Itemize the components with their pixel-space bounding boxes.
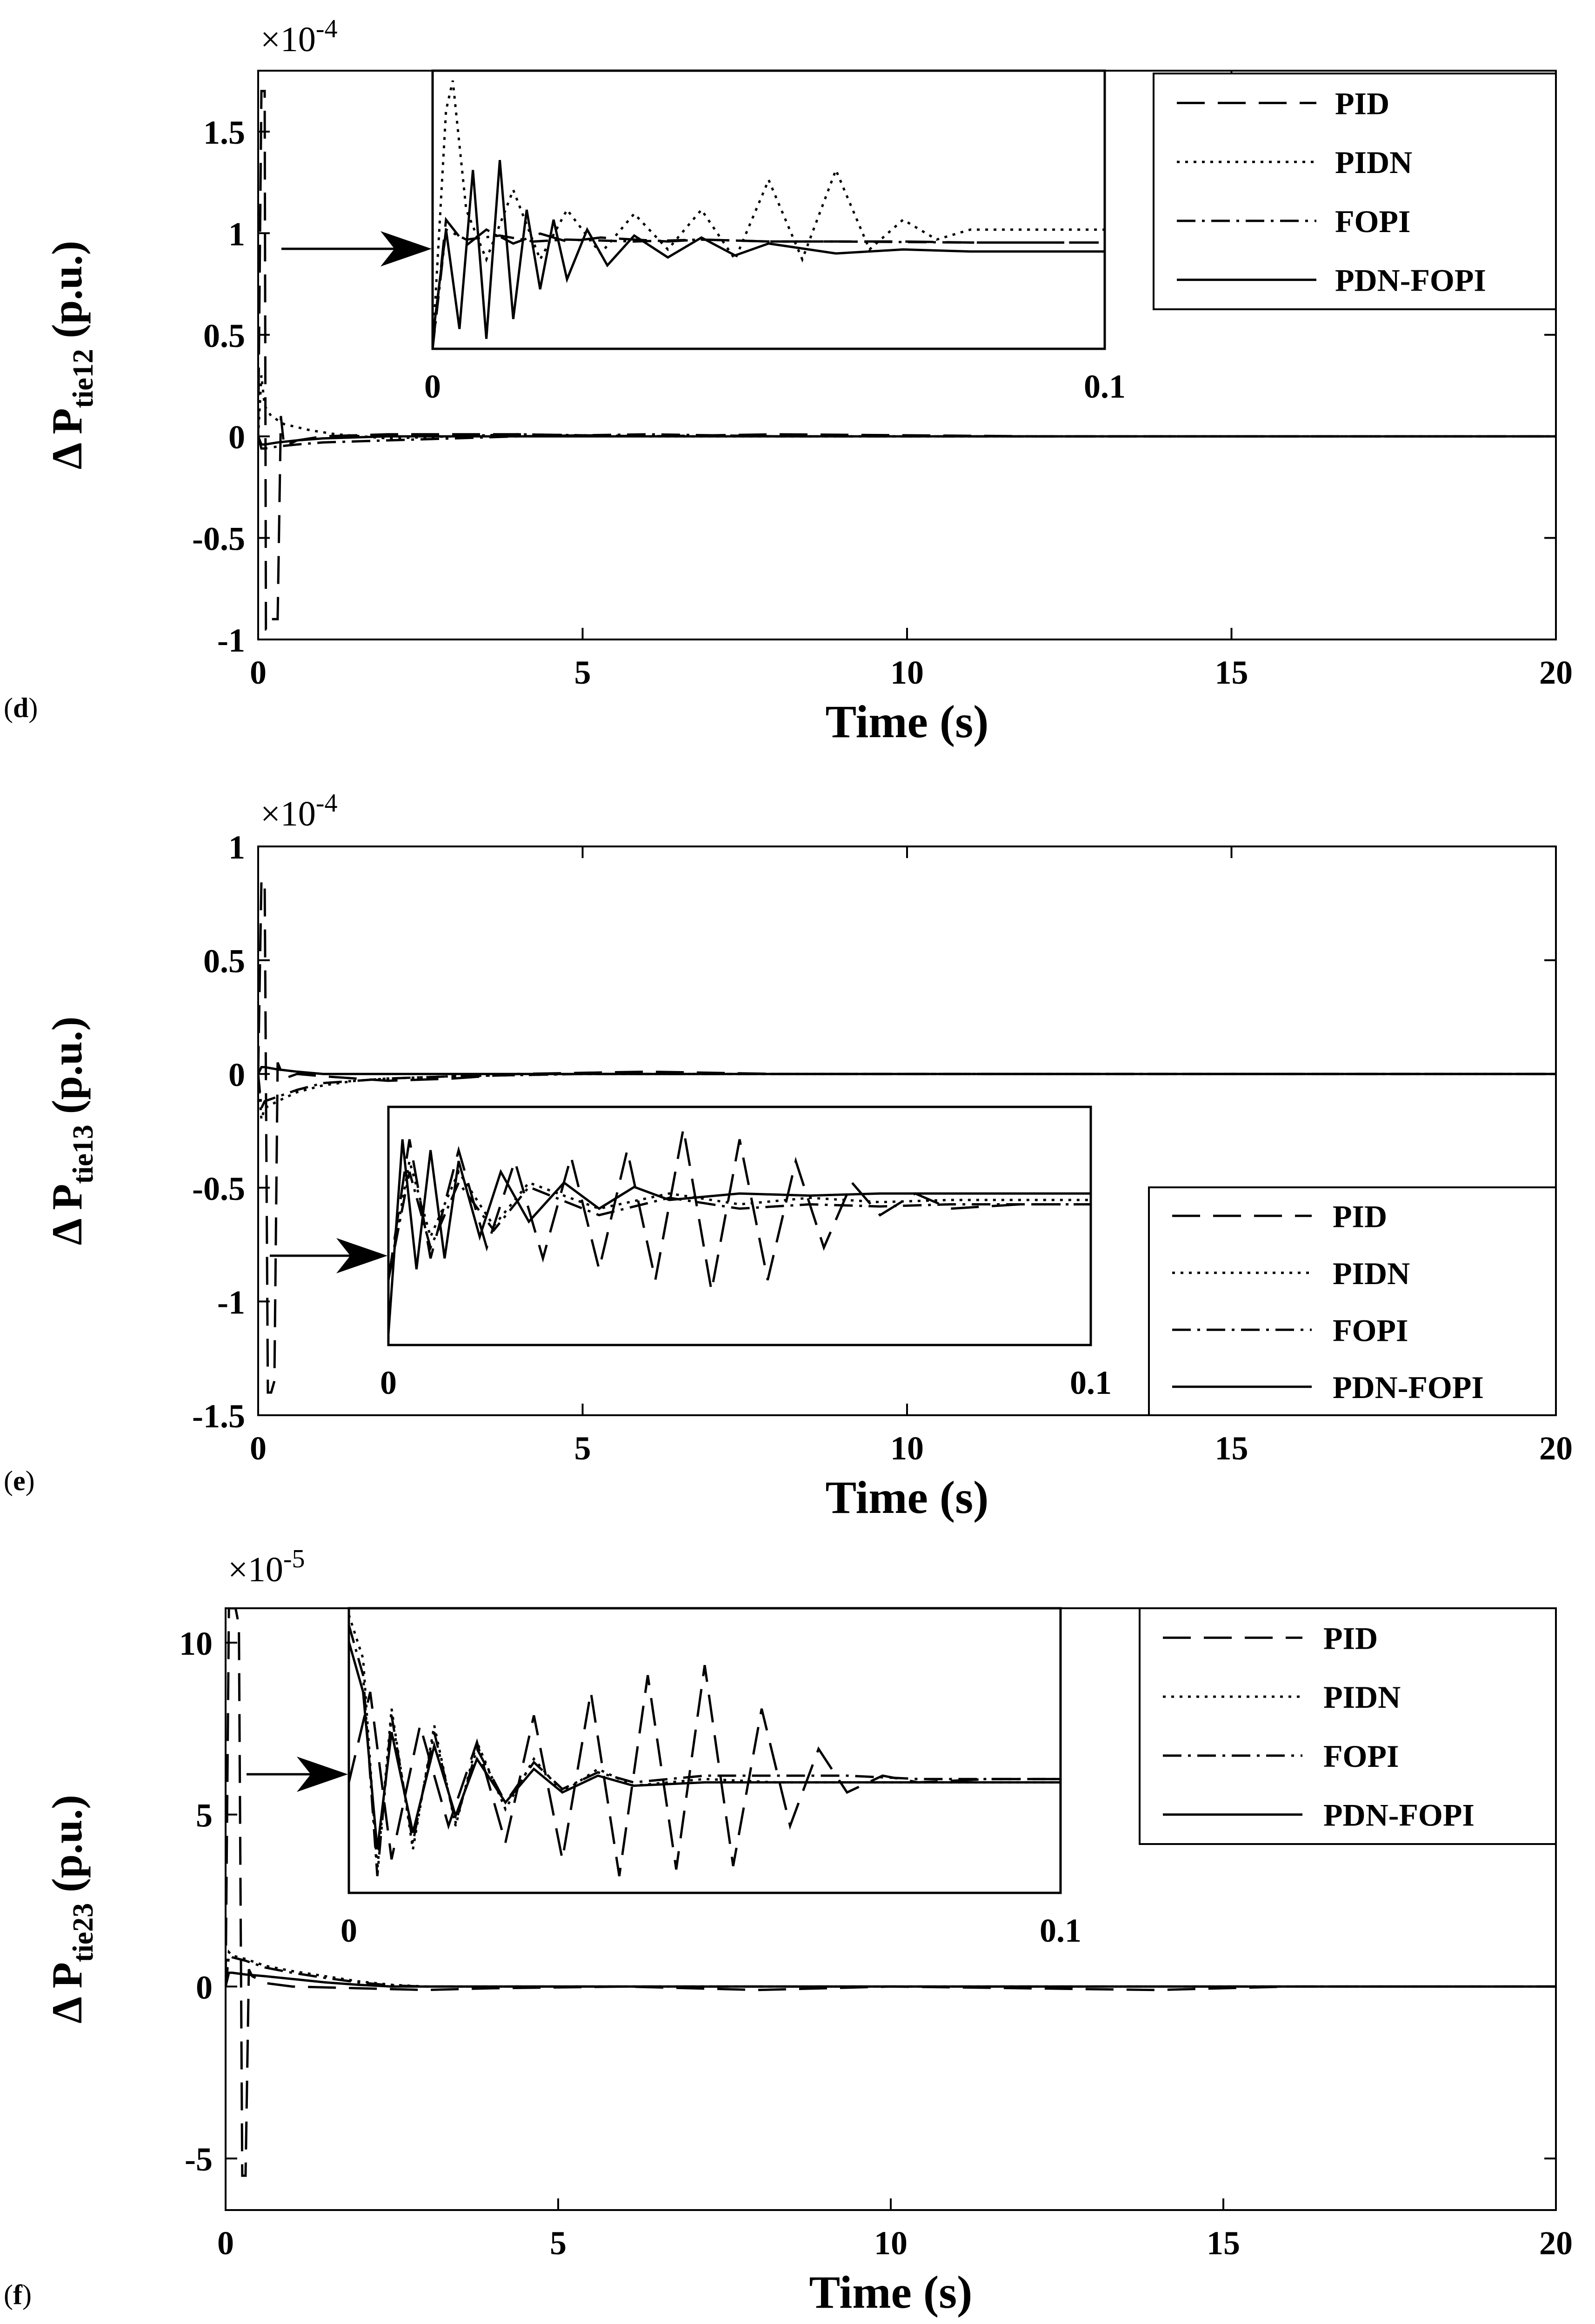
y-tick-label: 1 <box>228 215 245 253</box>
x-tick-label: 20 <box>1539 654 1573 691</box>
y-tick-label: -5 <box>185 2141 213 2178</box>
x-tick-label: 10 <box>890 654 924 691</box>
panel-tag-e: (e) <box>4 1465 35 1496</box>
panel-tag-d: (d) <box>4 693 38 723</box>
legend-label: PID <box>1335 86 1389 121</box>
inset-box <box>431 69 1106 350</box>
axis-multiplier-exponent: -5 <box>283 1545 305 1573</box>
legend-label: PIDN <box>1333 1256 1410 1291</box>
inset-series-fopi <box>388 1171 1091 1280</box>
y-tick-label: -0.5 <box>192 1170 245 1207</box>
y-axis-label-subscript: tie13 <box>67 1125 99 1184</box>
inset-series-pdn-fopi <box>349 1641 1061 1850</box>
inset-box <box>347 1607 1062 1894</box>
y-tick-label: 0 <box>228 419 245 456</box>
inset-series-pid <box>388 1128 1091 1292</box>
x-tick-label: 5 <box>574 1430 591 1467</box>
y-axis-label-subscript: tie12 <box>67 349 99 408</box>
axis-multiplier: ×10-4 <box>260 789 338 833</box>
chart-e: 0 5 10 15 20 1 0.5 0 -0.5 -1 -1.5 ×10-4 Time (s) Δ Pt… <box>43 789 1573 1523</box>
legend-label: FOPI <box>1333 1312 1408 1348</box>
inset-x-tick-label: 0.1 <box>1084 368 1126 405</box>
inset-series-pdn-fopi <box>388 1139 1091 1334</box>
inset-x-tick-label: 0.1 <box>1070 1364 1112 1401</box>
x-tick-label: 5 <box>574 654 591 691</box>
x-axis-label: Time (s) <box>826 1472 989 1523</box>
legend-label: PID <box>1323 1620 1378 1656</box>
x-tick-label: 5 <box>550 2224 567 2262</box>
y-tick-label: -1.5 <box>192 1398 245 1435</box>
panel-tag-f: (f) <box>4 2279 32 2310</box>
x-tick-label: 0 <box>250 654 267 691</box>
y-tick-label: 0 <box>228 1056 245 1093</box>
x-tick-label: 10 <box>874 2224 908 2262</box>
axis-multiplier: ×10-5 <box>228 1545 305 1589</box>
x-tick-label: 20 <box>1539 2224 1573 2262</box>
y-axis-label-unit: (p.u.) <box>43 1795 91 1903</box>
inset-x-tick-label: 0 <box>340 1912 357 1949</box>
inset-arrow-head <box>336 1238 387 1273</box>
y-tick-label: 0 <box>196 1969 213 2006</box>
x-tick-label: 15 <box>1207 2224 1240 2262</box>
x-axis-label: Time (s) <box>826 696 989 747</box>
y-tick-label: 5 <box>196 1797 213 1834</box>
inset-arrow-head <box>380 231 432 266</box>
inset-x-tick-label: 0 <box>424 368 441 405</box>
legend-label: PDN-FOPI <box>1323 1798 1475 1833</box>
x-tick-label: 15 <box>1215 654 1248 691</box>
y-axis-label: Δ Ptie12 (p.u.) <box>43 241 99 470</box>
axis-multiplier-exponent: -4 <box>316 14 338 43</box>
legend-box <box>1153 73 1557 310</box>
series-pdn-fopi <box>258 1066 1556 1075</box>
legend-label: PID <box>1333 1199 1387 1234</box>
series-pdn-fopi <box>258 435 1556 446</box>
y-tick-label: -0.5 <box>192 520 245 558</box>
inset-series-pid <box>349 1665 1061 1877</box>
series-pdn-fopi <box>226 1971 1556 1988</box>
y-axis-label-unit: (p.u.) <box>43 1017 91 1125</box>
y-axis-label: Δ Ptie13 (p.u.) <box>43 1017 99 1245</box>
series-pidn <box>258 375 1556 440</box>
y-tick-label: 1.5 <box>203 114 245 151</box>
y-tick-label: -1 <box>217 622 245 659</box>
series-pid <box>226 1608 1556 2177</box>
y-axis-label: Δ Ptie23 (p.u.) <box>43 1795 99 2024</box>
legend-label: FOPI <box>1323 1738 1399 1774</box>
legend-label: PDN-FOPI <box>1333 1370 1484 1405</box>
y-tick-label: 0.5 <box>203 317 245 354</box>
legend-box <box>1148 1186 1557 1416</box>
x-tick-label: 10 <box>890 1430 924 1467</box>
inset-series-pdn-fopi <box>433 160 1105 339</box>
legend-label: FOPI <box>1335 204 1410 239</box>
y-tick-label: -1 <box>217 1284 245 1321</box>
x-axis-label: Time (s) <box>809 2266 973 2318</box>
x-tick-label: 20 <box>1539 1430 1573 1467</box>
legend-label: PIDN <box>1323 1679 1401 1715</box>
y-tick-label: 1 <box>228 829 245 866</box>
y-tick-label: 10 <box>179 1625 213 1662</box>
inset-x-tick-label: 0 <box>380 1364 397 1401</box>
inset-arrow-head <box>297 1757 348 1792</box>
legend-box <box>1139 1607 1557 1845</box>
y-tick-label: 0.5 <box>203 943 245 980</box>
x-tick-label: 0 <box>217 2224 234 2262</box>
y-axis-label-unit: (p.u.) <box>43 241 91 349</box>
y-axis-label-subscript: tie23 <box>67 1903 99 1962</box>
x-tick-label: 0 <box>250 1430 267 1467</box>
x-tick-label: 15 <box>1215 1430 1248 1467</box>
series-fopi <box>226 1953 1556 1988</box>
legend-label: PDN-FOPI <box>1335 263 1486 298</box>
chart-d: 0 5 10 15 20 1.5 1 0.5 0 -0.5 -1 ×10-4 Time (s) Δ Pti… <box>43 14 1573 747</box>
series-pidn <box>226 1949 1556 1988</box>
inset-series-fopi <box>433 227 1105 349</box>
legend-label: PIDN <box>1335 145 1412 180</box>
inset-box <box>387 1105 1092 1346</box>
axis-multiplier: ×10-4 <box>260 14 338 59</box>
series-pidn <box>258 1072 1556 1120</box>
axis-multiplier-exponent: -4 <box>316 789 338 818</box>
inset-x-tick-label: 0.1 <box>1040 1912 1081 1949</box>
